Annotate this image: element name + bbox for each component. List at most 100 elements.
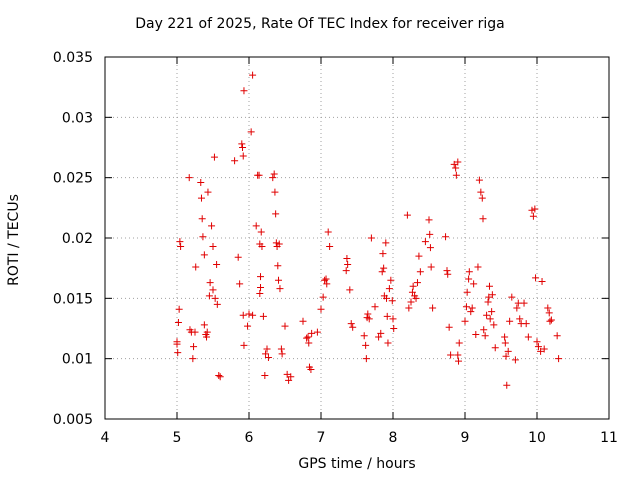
data-point — [239, 152, 247, 160]
data-point — [540, 345, 548, 353]
data-point — [416, 268, 424, 276]
data-point — [175, 305, 183, 313]
data-point — [485, 293, 493, 301]
data-point — [405, 304, 413, 312]
data-point — [479, 215, 487, 223]
data-point — [272, 210, 280, 218]
data-point — [524, 333, 532, 341]
data-point — [534, 343, 542, 351]
data-point — [264, 353, 272, 361]
data-point — [409, 282, 417, 290]
data-point — [234, 253, 242, 261]
data-point — [379, 250, 387, 258]
data-point — [377, 329, 385, 337]
data-point — [299, 317, 307, 325]
data-point — [455, 339, 463, 347]
data-point — [304, 333, 312, 341]
data-point — [257, 273, 265, 281]
data-point — [486, 315, 494, 323]
data-point — [427, 263, 435, 271]
data-point — [252, 222, 260, 230]
data-point — [520, 299, 528, 307]
data-point — [480, 326, 488, 334]
data-point — [275, 276, 283, 284]
data-point — [388, 297, 396, 305]
data-point — [208, 222, 216, 230]
data-point — [474, 263, 482, 271]
y-tick-label: 0.005 — [53, 412, 93, 428]
x-tick-label: 6 — [245, 430, 254, 446]
data-point — [516, 315, 524, 323]
data-point — [502, 352, 510, 360]
data-point — [281, 322, 289, 330]
data-point — [259, 312, 267, 320]
data-point — [308, 329, 316, 337]
data-point — [454, 158, 462, 166]
y-tick-label: 0.015 — [53, 291, 93, 307]
data-point — [263, 345, 271, 353]
data-point — [532, 274, 540, 282]
data-point — [326, 242, 334, 250]
data-point — [447, 351, 455, 359]
data-point — [317, 305, 325, 313]
data-point — [277, 345, 285, 353]
data-point — [189, 355, 197, 363]
data-point — [344, 261, 352, 269]
data-point — [349, 323, 357, 331]
data-point — [528, 206, 536, 214]
data-point — [305, 339, 313, 347]
data-point — [321, 276, 329, 284]
data-point — [384, 339, 392, 347]
data-point — [262, 350, 270, 358]
data-point — [465, 275, 473, 283]
data-point — [470, 280, 478, 288]
data-point — [185, 174, 193, 182]
data-point — [238, 140, 246, 148]
x-tick-label: 4 — [101, 430, 110, 446]
data-point — [319, 293, 327, 301]
data-point — [287, 373, 295, 381]
data-point — [385, 285, 393, 293]
x-tick-label: 11 — [600, 430, 618, 446]
data-point — [176, 238, 184, 246]
data-point — [462, 303, 470, 311]
data-point — [506, 317, 514, 325]
y-axis-tick-labels: 0.005 0.01 0.015 0.02 0.025 0.03 0.035 — [53, 50, 93, 428]
data-point — [278, 350, 286, 358]
data-point — [443, 267, 451, 275]
data-point — [200, 321, 208, 329]
data-point — [283, 370, 291, 378]
x-axis-label: GPS time / hours — [298, 456, 416, 472]
data-point — [513, 304, 521, 312]
data-point — [256, 290, 264, 298]
data-point — [323, 280, 331, 288]
data-point — [322, 275, 330, 283]
data-point — [529, 212, 537, 220]
data-point — [478, 194, 486, 202]
data-point — [501, 333, 509, 341]
data-point — [455, 357, 463, 365]
chart-title: Day 221 of 2025, Rate Of TEC Index for r… — [135, 16, 505, 32]
data-point — [213, 261, 221, 269]
data-point — [285, 376, 293, 384]
data-point — [415, 252, 423, 260]
data-point — [203, 328, 211, 336]
data-point — [468, 304, 476, 312]
data-point — [545, 309, 553, 317]
data-point — [244, 322, 252, 330]
data-point — [174, 318, 182, 326]
data-point — [531, 205, 539, 213]
data-point — [511, 356, 519, 364]
data-point — [307, 366, 315, 374]
data-point — [324, 228, 332, 236]
data-point — [215, 372, 223, 380]
data-point — [240, 341, 248, 349]
data-point — [342, 267, 350, 275]
data-point — [209, 286, 217, 294]
data-point — [403, 211, 411, 219]
data-point — [477, 188, 485, 196]
data-point — [490, 321, 498, 329]
data-point — [421, 238, 429, 246]
x-tick-label: 7 — [317, 430, 326, 446]
